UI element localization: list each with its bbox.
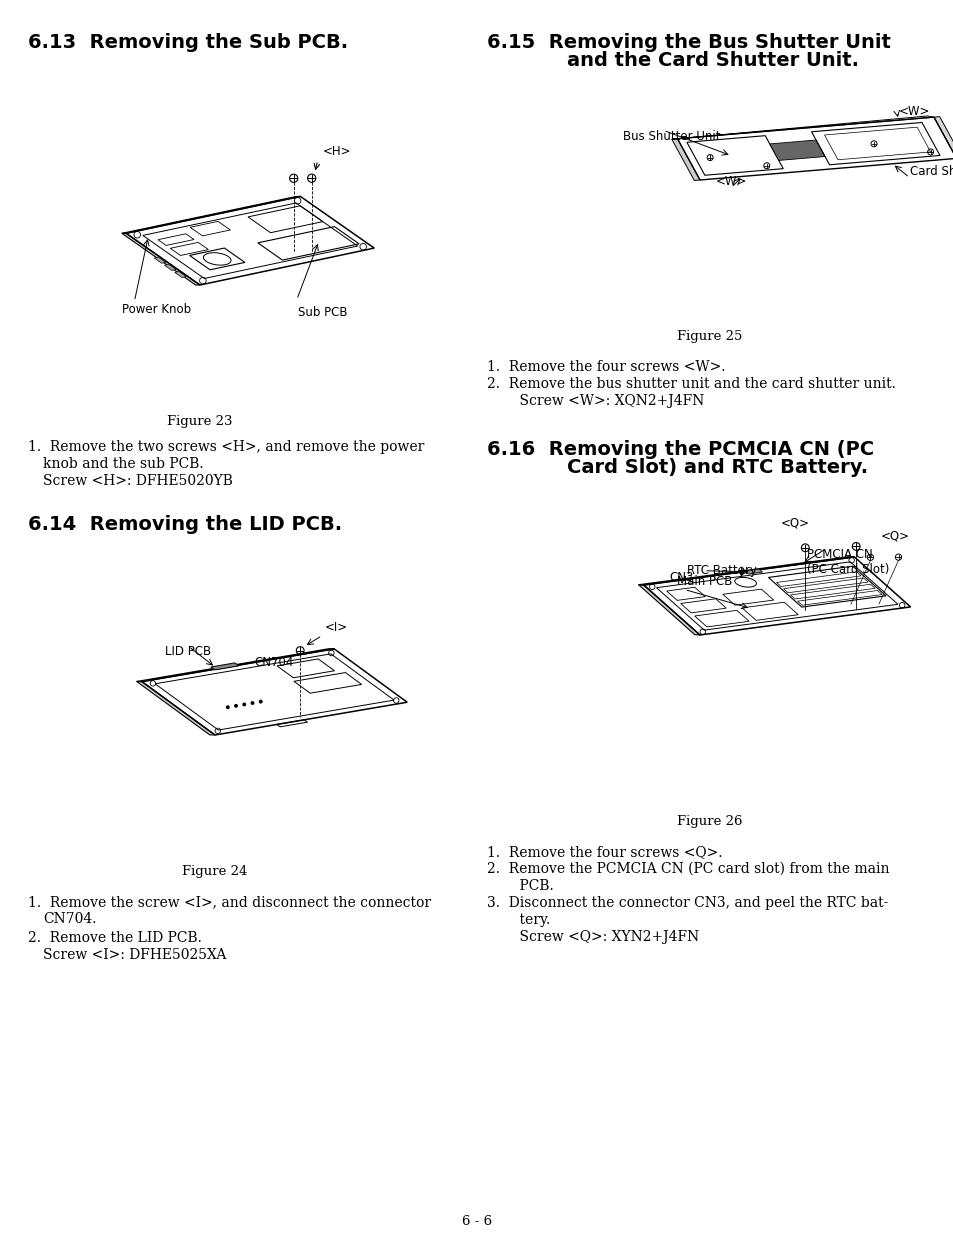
Text: Screw <I>: DFHE5025XA: Screw <I>: DFHE5025XA: [43, 948, 226, 962]
Text: CN704: CN704: [253, 656, 294, 669]
Text: knob and the sub PCB.: knob and the sub PCB.: [43, 457, 203, 471]
Text: and the Card Shutter Unit.: and the Card Shutter Unit.: [513, 51, 858, 70]
Text: <Q>: <Q>: [880, 530, 908, 542]
Polygon shape: [136, 648, 334, 682]
Polygon shape: [638, 584, 700, 635]
Text: CN3: CN3: [668, 571, 693, 584]
Text: RTC Battery: RTC Battery: [686, 564, 756, 577]
Text: <W>: <W>: [898, 105, 929, 119]
Text: Figure 24: Figure 24: [182, 864, 248, 878]
Text: 6.13  Removing the Sub PCB.: 6.13 Removing the Sub PCB.: [28, 33, 348, 52]
Text: CN704.: CN704.: [43, 911, 96, 926]
Text: 1.  Remove the four screws <W>.: 1. Remove the four screws <W>.: [486, 359, 724, 374]
Text: Power Knob: Power Knob: [122, 303, 191, 316]
Text: Sub PCB: Sub PCB: [298, 305, 348, 319]
Polygon shape: [211, 663, 238, 669]
Polygon shape: [671, 116, 933, 140]
Text: 1.  Remove the screw <I>, and disconnect the connector: 1. Remove the screw <I>, and disconnect …: [28, 895, 431, 909]
Text: Screw <H>: DFHE5020YB: Screw <H>: DFHE5020YB: [43, 474, 233, 488]
Polygon shape: [122, 233, 200, 285]
Circle shape: [226, 705, 230, 709]
Polygon shape: [933, 116, 953, 158]
Text: 2.  Remove the PCMCIA CN (PC card slot) from the main: 2. Remove the PCMCIA CN (PC card slot) f…: [486, 862, 888, 876]
Text: LID PCB: LID PCB: [165, 645, 212, 658]
Text: 3.  Disconnect the connector CN3, and peel the RTC bat-: 3. Disconnect the connector CN3, and pee…: [486, 897, 887, 910]
Text: PCMCIA CN
(PC Card Slot): PCMCIA CN (PC Card Slot): [806, 548, 888, 577]
Polygon shape: [174, 272, 186, 278]
Text: 6.15  Removing the Bus Shutter Unit: 6.15 Removing the Bus Shutter Unit: [486, 33, 890, 52]
Text: 6.14  Removing the LID PCB.: 6.14 Removing the LID PCB.: [28, 515, 342, 534]
Circle shape: [251, 701, 254, 705]
Circle shape: [258, 700, 262, 704]
Text: Card Shutter Unit: Card Shutter Unit: [909, 164, 953, 178]
Text: Figure 26: Figure 26: [677, 815, 742, 827]
Circle shape: [242, 703, 246, 706]
Text: PCB.: PCB.: [501, 879, 553, 893]
Polygon shape: [744, 569, 761, 574]
Polygon shape: [122, 196, 300, 233]
Polygon shape: [671, 138, 700, 180]
Text: <W>: <W>: [715, 174, 746, 188]
Text: <I>: <I>: [325, 620, 348, 634]
Polygon shape: [136, 682, 214, 735]
Text: Main PCB: Main PCB: [676, 576, 731, 589]
Text: 6.16  Removing the PCMCIA CN (PC: 6.16 Removing the PCMCIA CN (PC: [486, 440, 873, 459]
Polygon shape: [164, 264, 176, 270]
Text: Screw <W>: XQN2+J4FN: Screw <W>: XQN2+J4FN: [501, 394, 703, 408]
Polygon shape: [154, 257, 166, 263]
Text: Figure 25: Figure 25: [677, 330, 741, 343]
Text: 1.  Remove the two screws <H>, and remove the power: 1. Remove the two screws <H>, and remove…: [28, 440, 424, 454]
Text: 1.  Remove the four screws <Q>.: 1. Remove the four screws <Q>.: [486, 845, 721, 860]
Text: <H>: <H>: [322, 146, 351, 158]
Text: 2.  Remove the bus shutter unit and the card shutter unit.: 2. Remove the bus shutter unit and the c…: [486, 377, 895, 391]
Polygon shape: [769, 140, 824, 161]
Polygon shape: [638, 557, 854, 585]
Circle shape: [233, 704, 237, 708]
Text: tery.: tery.: [501, 913, 550, 927]
Text: Card Slot) and RTC Battery.: Card Slot) and RTC Battery.: [513, 458, 867, 477]
Text: 2.  Remove the LID PCB.: 2. Remove the LID PCB.: [28, 931, 202, 945]
Text: <Q>: <Q>: [780, 516, 809, 530]
Text: Bus Shutter Unit: Bus Shutter Unit: [622, 130, 720, 143]
Text: Screw <Q>: XYN2+J4FN: Screw <Q>: XYN2+J4FN: [501, 930, 699, 944]
Text: 6 - 6: 6 - 6: [461, 1215, 492, 1228]
Text: Figure 23: Figure 23: [167, 415, 233, 429]
